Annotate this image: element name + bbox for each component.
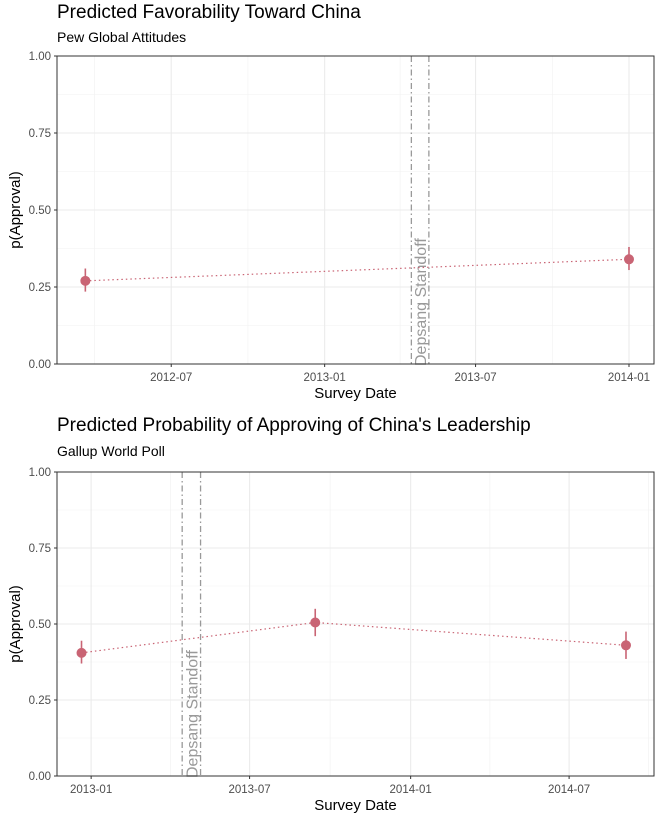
annotation-label: Depsang Standoff <box>413 238 430 366</box>
x-tick-label: 2013-07 <box>454 372 496 384</box>
chart-subtitle: Gallup World Poll <box>57 443 165 459</box>
y-tick-label: 0.50 <box>29 205 51 217</box>
pew-chart-panel: Predicted Favorability Toward China Pew … <box>0 0 657 410</box>
y-tick-label: 0.50 <box>29 619 51 631</box>
x-tick-label: 2014-07 <box>548 784 590 796</box>
y-tick-label: 0.00 <box>29 771 51 783</box>
series-line <box>85 258 630 282</box>
pew-plot: Depsang Standoff 0.00 0.25 0.50 0.75 1.00 2012… <box>7 51 655 402</box>
y-tick-label: 1.00 <box>29 51 51 63</box>
data-point <box>80 275 91 286</box>
y-tick-label: 1.00 <box>29 467 51 479</box>
x-tick-label: 2014-01 <box>608 372 650 384</box>
data-point <box>310 617 321 628</box>
x-tick-label: 2013-01 <box>70 784 112 796</box>
x-tick-label: 2014-01 <box>390 784 432 796</box>
chart-title: Predicted Probability of Approving of Ch… <box>57 415 531 436</box>
y-axis-title: p(Approval) <box>7 171 24 249</box>
y-tick-label: 0.75 <box>29 543 51 555</box>
data-point <box>620 640 631 651</box>
gallup-chart-panel: Predicted Probability of Approving of Ch… <box>0 410 657 823</box>
x-axis-title: Survey Date <box>314 385 397 402</box>
y-axis-title: p(Approval) <box>7 585 24 663</box>
x-tick-label: 2013-07 <box>228 784 270 796</box>
y-tick-label: 0.75 <box>29 128 51 140</box>
data-point <box>76 647 87 658</box>
x-axis-title: Survey Date <box>314 797 397 814</box>
y-tick-label: 0.25 <box>29 695 51 707</box>
y-tick-label: 0.25 <box>29 282 51 294</box>
y-tick-label: 0.00 <box>29 359 51 371</box>
chart-subtitle: Pew Global Attitudes <box>57 29 187 45</box>
data-point <box>623 254 634 265</box>
x-tick-label: 2012-07 <box>150 372 192 384</box>
chart-title: Predicted Favorability Toward China <box>57 2 361 23</box>
x-tick-label: 2013-01 <box>304 372 346 384</box>
gallup-plot: Depsang Standoff 0.00 0.25 0.50 0.75 1.00 2013… <box>7 467 655 814</box>
annotation-label: Depsang Standoff <box>184 650 201 778</box>
